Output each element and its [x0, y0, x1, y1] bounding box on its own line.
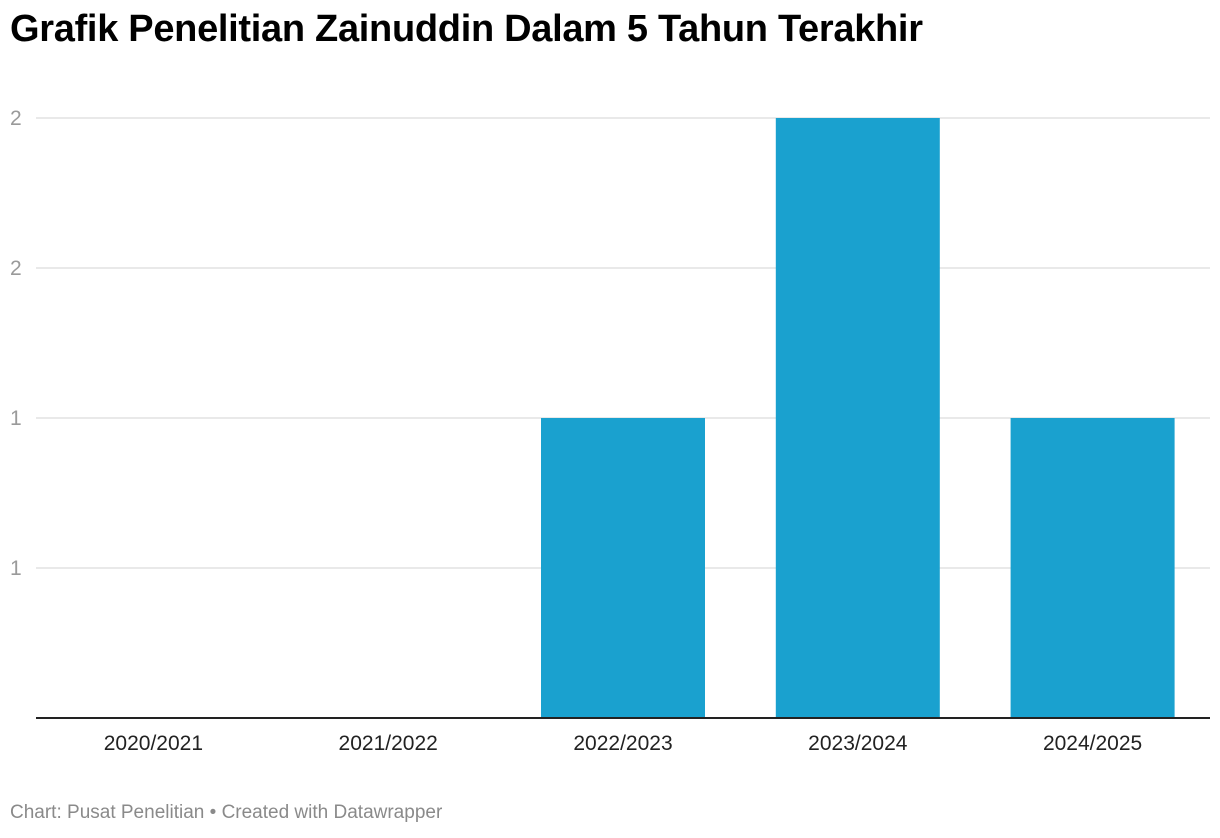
- bar-2022-2023[interactable]: [541, 418, 705, 718]
- y-axis-tick-labels: 1 1 2 2: [10, 107, 22, 580]
- bar-2024-2025[interactable]: [1010, 418, 1175, 718]
- y-tick-label: 1: [10, 557, 22, 580]
- y-tick-label: 2: [10, 107, 22, 130]
- x-tick-label: 2020/2021: [104, 732, 203, 755]
- y-tick-label: 1: [10, 407, 22, 430]
- credit-link[interactable]: Created with Datawrapper: [221, 802, 443, 823]
- footer-separator: •: [204, 802, 222, 823]
- chart-title: Grafik Penelitian Zainuddin Dalam 5 Tahu…: [10, 8, 923, 50]
- x-tick-label: 2023/2024: [808, 732, 908, 755]
- bars: [541, 118, 1175, 718]
- x-axis-tick-labels: 2020/2021 2021/2022 2022/2023 2023/2024 2024…: [104, 732, 1142, 755]
- bar-2023-2024[interactable]: [775, 118, 940, 718]
- bar-chart: 1 1 2 2 2020/2021 2021/2022 2022/2023 2023/202…: [10, 107, 1210, 755]
- chart-footer: Chart: Pusat Penelitian • Created with D…: [10, 802, 442, 824]
- x-tick-label: 2022/2023: [573, 732, 672, 755]
- x-tick-label: 2021/2022: [339, 732, 438, 755]
- y-tick-label: 2: [10, 257, 22, 280]
- source-label: Chart: Pusat Penelitian: [10, 802, 205, 823]
- x-tick-label: 2024/2025: [1043, 732, 1142, 755]
